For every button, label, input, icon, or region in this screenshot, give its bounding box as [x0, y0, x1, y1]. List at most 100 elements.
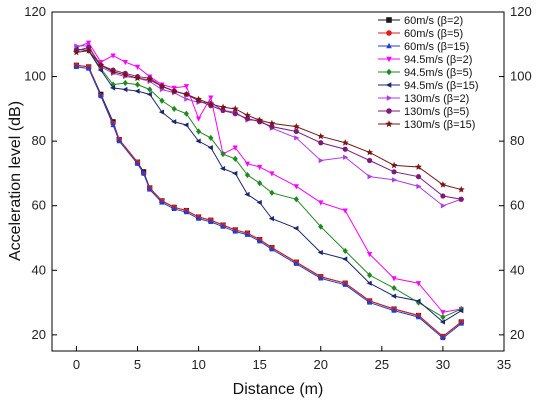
x-tick-label: 15: [252, 357, 266, 372]
data-point: [208, 218, 214, 224]
y-tick-label: 20: [32, 327, 46, 342]
x-tick-label: 0: [73, 357, 80, 372]
data-point: [207, 145, 213, 151]
data-point: [207, 100, 215, 107]
data-point: [141, 170, 147, 176]
data-point: [391, 307, 397, 313]
data-point: [98, 92, 104, 99]
data-point: [268, 216, 274, 222]
data-point: [109, 85, 116, 91]
data-point: [86, 40, 92, 46]
data-point: [391, 177, 398, 183]
data-point: [86, 65, 92, 71]
data-point: [159, 199, 165, 205]
data-point: [147, 86, 153, 93]
legend-item: 94.5m/s (β=5): [378, 67, 472, 79]
data-point: [244, 171, 251, 179]
data-point: [385, 120, 393, 128]
data-point: [386, 95, 393, 101]
data-point: [122, 86, 128, 93]
data-point: [341, 139, 349, 146]
x-axis: 0 5 10 15 20 25 30 35: [73, 346, 511, 372]
data-point: [195, 138, 201, 144]
data-point: [385, 82, 392, 88]
data-point: [293, 184, 299, 190]
data-point: [121, 71, 129, 78]
data-point: [74, 43, 80, 49]
data-point: [244, 231, 251, 237]
data-point: [73, 63, 80, 69]
data-point: [122, 79, 128, 87]
data-point: [257, 180, 263, 187]
data-point: [256, 116, 264, 124]
data-point: [342, 281, 348, 287]
data-point: [208, 95, 214, 101]
y-tick-label: 100: [24, 69, 46, 84]
right-y-tick-label: 100: [510, 69, 532, 84]
data-point: [294, 135, 300, 141]
data-point: [116, 138, 122, 144]
right-y-tick-label: 60: [510, 198, 524, 213]
data-point: [146, 91, 152, 97]
y-tick-label: 80: [32, 133, 46, 148]
data-point: [318, 223, 324, 230]
data-point: [195, 128, 202, 135]
series-9: [73, 47, 465, 193]
data-point: [182, 90, 190, 98]
right-y-tick-label: 40: [510, 262, 524, 277]
data-point: [390, 293, 397, 299]
data-point: [231, 105, 239, 112]
data-point: [343, 154, 349, 160]
data-point: [257, 238, 263, 244]
data-point: [269, 189, 275, 196]
data-point: [220, 150, 226, 158]
data-point: [184, 96, 190, 102]
data-point: [146, 76, 154, 83]
data-point: [390, 161, 398, 169]
data-point: [195, 215, 202, 221]
data-point: [232, 111, 238, 117]
data-point: [232, 228, 238, 234]
legend-item: 94.5m/s (β=15): [378, 80, 479, 92]
data-point: [386, 17, 392, 23]
data-point: [110, 53, 116, 59]
data-point: [109, 68, 117, 75]
data-point: [367, 252, 373, 258]
data-point: [293, 128, 299, 135]
x-tick-label: 20: [314, 357, 328, 372]
data-point: [195, 95, 203, 103]
data-point: [415, 174, 422, 180]
data-point: [440, 334, 446, 341]
legend-label: 60m/s (β=15): [404, 41, 469, 53]
y-tick-label: 60: [32, 198, 46, 213]
series-5: [73, 46, 464, 321]
legend-label: 130m/s (β=15): [404, 119, 475, 131]
data-point: [293, 225, 299, 231]
data-point: [318, 140, 324, 146]
legend-label: 60m/s (β=2): [404, 15, 463, 27]
data-point: [220, 223, 226, 229]
data-point: [440, 203, 447, 209]
data-point: [293, 196, 299, 203]
data-point: [317, 132, 325, 140]
right-y-tick-label: 20: [510, 327, 524, 342]
data-point: [342, 247, 348, 255]
legend-label: 94.5m/s (β=5): [404, 67, 472, 79]
legend-item: 94.5m/s (β=2): [378, 54, 472, 66]
data-point: [232, 155, 238, 162]
data-point: [195, 116, 202, 122]
data-point: [219, 165, 226, 172]
data-point: [367, 299, 373, 305]
x-tick-label: 35: [497, 357, 511, 372]
data-point: [134, 88, 140, 94]
data-point: [170, 87, 178, 95]
data-point: [134, 64, 141, 70]
data-point: [415, 298, 421, 304]
data-point: [134, 81, 141, 88]
data-point: [134, 74, 141, 82]
data-point: [97, 61, 105, 69]
legend-item: 130m/s (β=5): [378, 106, 469, 118]
data-point: [97, 67, 103, 73]
legend-item: 60m/s (β=2): [378, 15, 463, 27]
plot-frame: [51, 11, 505, 352]
